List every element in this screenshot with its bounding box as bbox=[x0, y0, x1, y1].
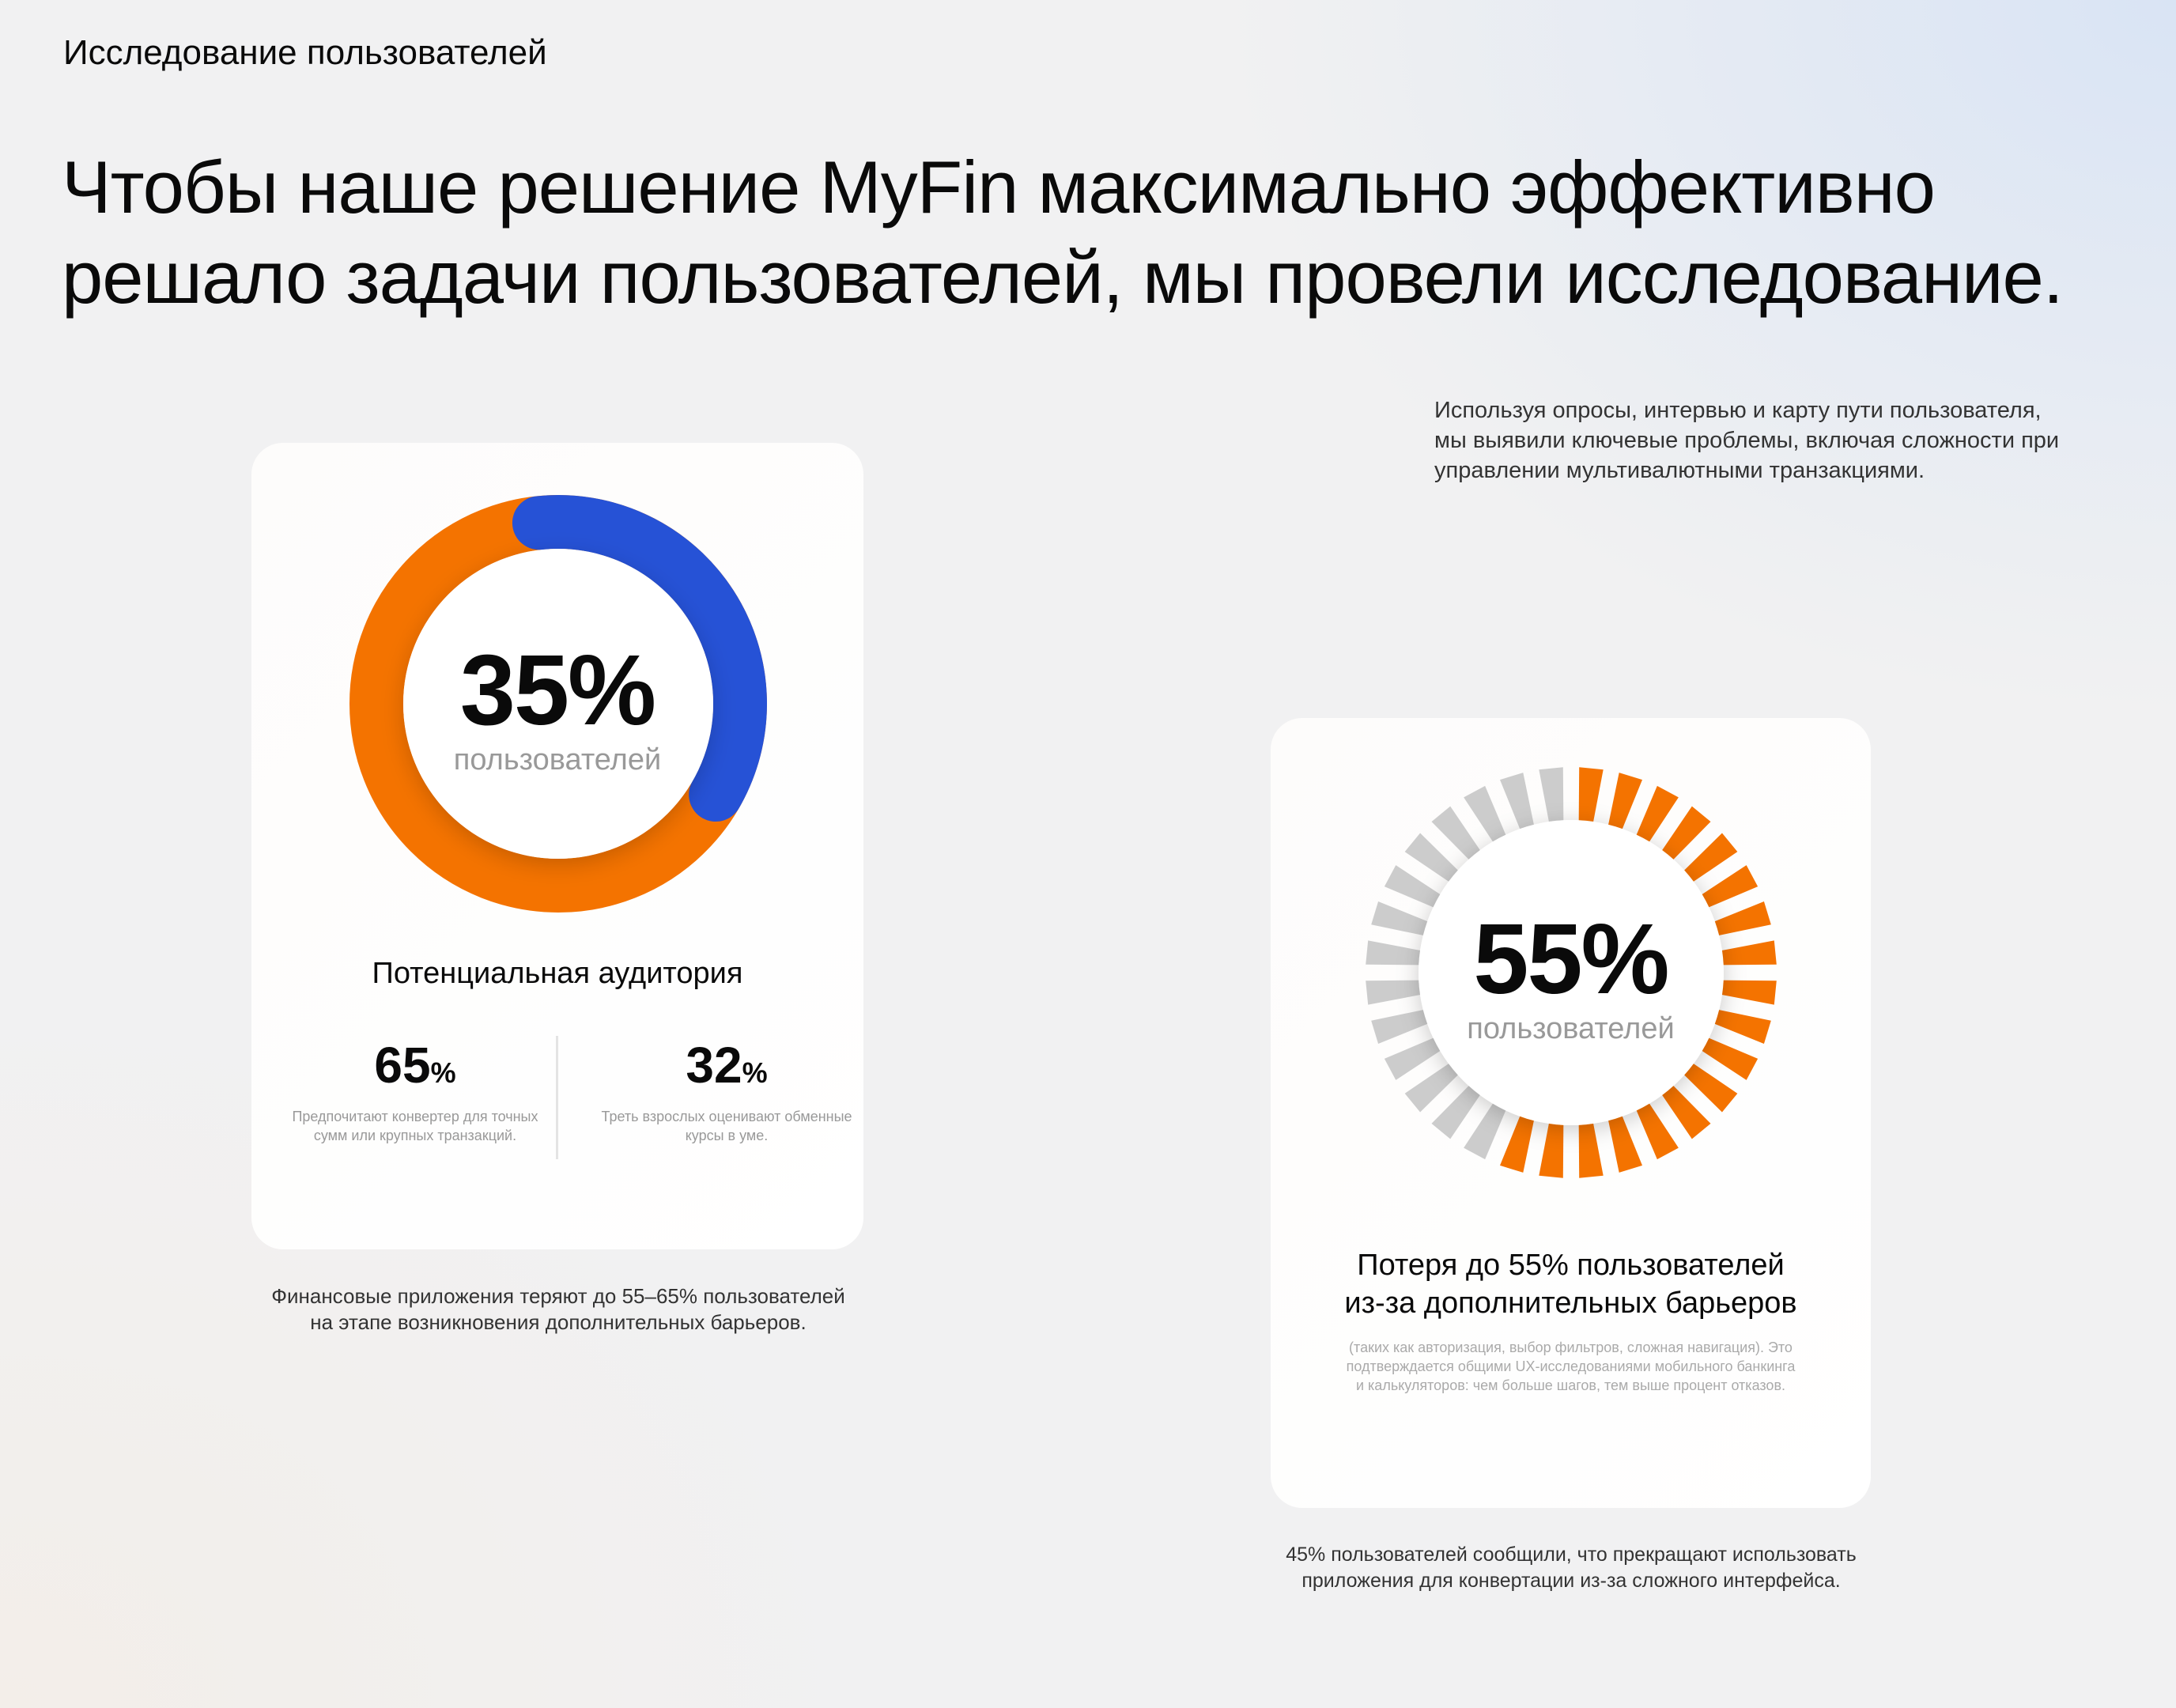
ring-center bbox=[1419, 820, 1724, 1125]
ring-segment-highlighted bbox=[1700, 865, 1759, 909]
ring-segment-inactive bbox=[1464, 785, 1507, 844]
ring-segment-highlighted bbox=[1539, 1120, 1564, 1178]
stat-desc: курсы в уме. bbox=[685, 1128, 769, 1143]
loss-percent: 55% bbox=[1473, 903, 1669, 1015]
loss-title: Потеря до 55% пользователей из-за дополн… bbox=[1271, 1246, 1871, 1322]
loss-title-line: Потеря до 55% пользователей bbox=[1357, 1249, 1785, 1282]
ring-segment-highlighted bbox=[1660, 1084, 1711, 1139]
ring-segment-inactive bbox=[1384, 865, 1442, 909]
audience-percent: 35% bbox=[459, 634, 656, 746]
headline-line: Чтобы наше решение MyFin максимально эфф… bbox=[62, 145, 1936, 229]
loss-note-line: (таких как авторизация, выбор фильтров, … bbox=[1349, 1340, 1793, 1355]
ring-segment-highlighted bbox=[1607, 773, 1642, 831]
audience-title: Потенциальная аудитория bbox=[372, 957, 743, 990]
ring-segment-highlighted bbox=[1683, 1062, 1738, 1113]
stat-converter: 65% Предпочитают конвертер для точных сум… bbox=[273, 1037, 557, 1145]
ring-segment-highlighted bbox=[1660, 806, 1711, 861]
donut-center bbox=[403, 549, 713, 859]
loss-segment-ring-chart bbox=[1366, 767, 1777, 1178]
audience-donut-chart bbox=[349, 495, 767, 913]
caption-line: на этапе возникновения дополнительных ба… bbox=[310, 1310, 807, 1334]
section-label: Исследование пользователей bbox=[63, 33, 547, 72]
ring-segment-inactive bbox=[1371, 1009, 1430, 1044]
ring-segment-inactive bbox=[1404, 1062, 1460, 1113]
ring-segment-highlighted bbox=[1713, 1009, 1771, 1044]
stat-desc: Треть взрослых оценивают обменные bbox=[601, 1109, 852, 1124]
intro-line: мы выявили ключевые проблемы, включая сл… bbox=[1434, 428, 2060, 453]
stat-divider bbox=[556, 1036, 558, 1159]
ring-segment-highlighted bbox=[1500, 1114, 1535, 1173]
loss-card: 55% пользователей Потеря до 55% пользова… bbox=[1271, 718, 1871, 1508]
loss-note-line: и калькуляторов: чем больше шагов, тем в… bbox=[1355, 1377, 1786, 1393]
stat-desc: Предпочитают конвертер для точных bbox=[292, 1109, 538, 1124]
ring-segment-inactive bbox=[1366, 940, 1423, 965]
caption-line: Финансовые приложения теряют до 55–65% п… bbox=[271, 1284, 845, 1308]
ring-segment-inactive bbox=[1464, 1102, 1507, 1160]
audience-unit: пользователей bbox=[453, 743, 662, 777]
stat-suffix: % bbox=[430, 1056, 456, 1089]
ring-segment-inactive bbox=[1500, 773, 1535, 831]
intro-line: Используя опросы, интервью и карту пути … bbox=[1434, 398, 2042, 423]
ring-segment-highlighted bbox=[1719, 940, 1777, 965]
stat-number: 32 bbox=[686, 1037, 742, 1094]
ring-segment-highlighted bbox=[1719, 980, 1777, 1005]
donut-segment-blue bbox=[512, 495, 767, 822]
page-headline: Чтобы наше решение MyFin максимально эфф… bbox=[62, 142, 2157, 323]
loss-note-line: подтверждается общими UX-исследованиями … bbox=[1346, 1358, 1796, 1374]
ring-segment-highlighted bbox=[1635, 1102, 1679, 1160]
stat-desc: сумм или крупных транзакций. bbox=[313, 1128, 517, 1143]
loss-note: (таких как авторизация, выбор фильтров, … bbox=[1271, 1338, 1871, 1395]
intro-line: управлении мультивалютными транзакциями. bbox=[1434, 458, 1925, 483]
caption-line: 45% пользователей сообщили, что прекраща… bbox=[1286, 1544, 1857, 1566]
ring-segment-inactive bbox=[1539, 767, 1564, 825]
loss-unit: пользователей bbox=[1467, 1012, 1675, 1045]
ring-segment-highlighted bbox=[1683, 833, 1738, 883]
intro-paragraph: Используя опросы, интервью и карту пути … bbox=[1434, 395, 2130, 486]
ring-segment-highlighted bbox=[1713, 901, 1771, 936]
ring-segment-inactive bbox=[1384, 1037, 1442, 1080]
stat-mental-rates: 32% Треть взрослых оценивают обменные кур… bbox=[584, 1037, 869, 1145]
ring-segment-highlighted bbox=[1700, 1037, 1759, 1080]
ring-segment-highlighted bbox=[1578, 1120, 1604, 1178]
ring-segment-inactive bbox=[1431, 806, 1482, 861]
loss-caption: 45% пользователей сообщили, что прекраща… bbox=[1255, 1542, 1887, 1594]
ring-segment-inactive bbox=[1431, 1084, 1482, 1139]
ring-segment-highlighted bbox=[1607, 1114, 1642, 1173]
headline-line: решало задачи пользователей, мы провели … bbox=[62, 236, 2064, 319]
stat-number: 65 bbox=[374, 1037, 431, 1094]
audience-caption: Финансовые приложения теряют до 55–65% п… bbox=[242, 1283, 875, 1336]
ring-segment-inactive bbox=[1404, 833, 1460, 883]
ring-segment-highlighted bbox=[1578, 767, 1604, 825]
caption-line: приложения для конвертации из-за сложног… bbox=[1301, 1570, 1841, 1592]
stat-suffix: % bbox=[742, 1056, 768, 1089]
loss-title-line: из-за дополнительных барьеров bbox=[1344, 1287, 1797, 1320]
ring-segment-inactive bbox=[1366, 980, 1423, 1005]
ring-segment-highlighted bbox=[1635, 785, 1679, 844]
ring-segment-inactive bbox=[1371, 901, 1430, 936]
audience-card: 35% пользователей Потенциальная аудитори… bbox=[251, 443, 863, 1249]
